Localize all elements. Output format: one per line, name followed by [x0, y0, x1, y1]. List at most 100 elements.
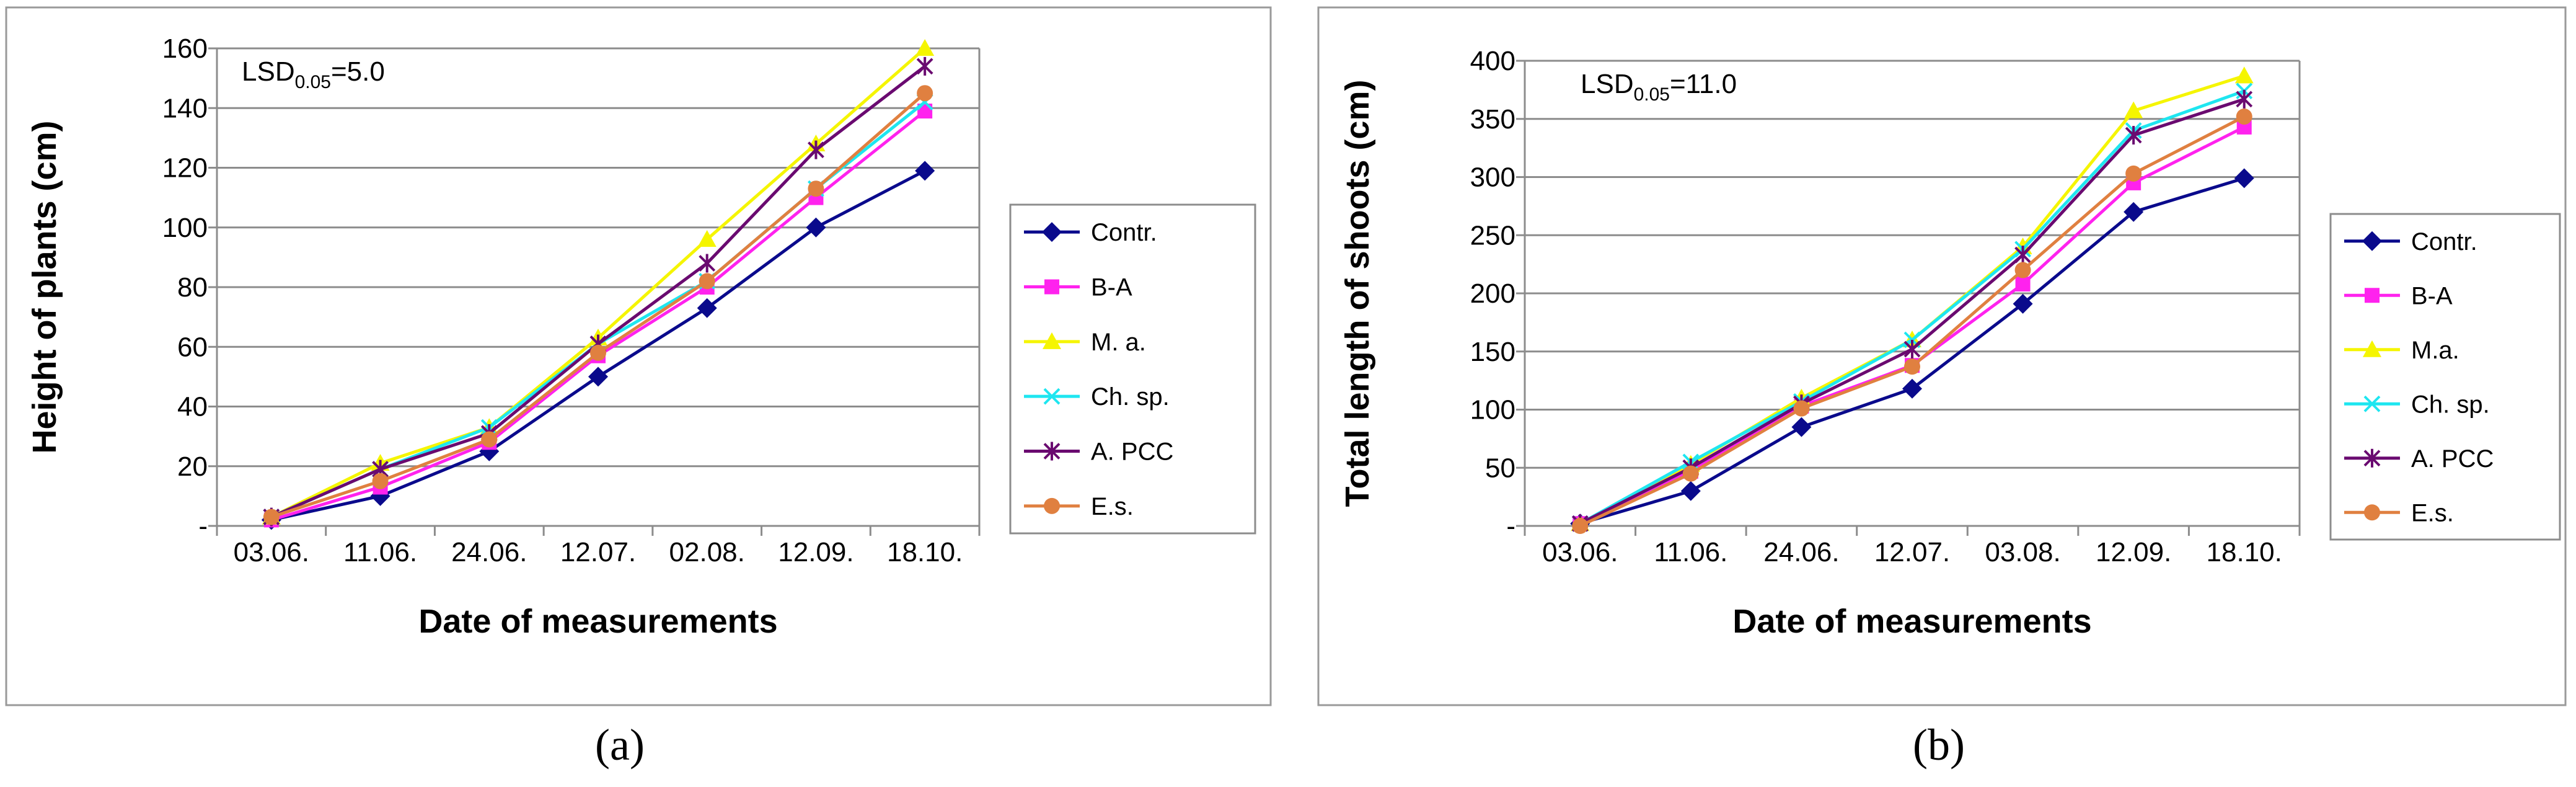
- panel-b-data-point-a-pcc: [2014, 246, 2031, 265]
- panel-b-x-axis-title: Date of measurements: [1732, 603, 2091, 640]
- panel-a-y-tick-label: 60: [177, 332, 208, 362]
- panel-a-data-point-a-pcc: [916, 56, 933, 76]
- panel-a-y-tick-label: 120: [162, 153, 208, 184]
- panel-b-legend-label-m-a: M.a.: [2411, 337, 2459, 364]
- panel-b-lsd-subscript: 0.05: [1634, 84, 1670, 105]
- panel-a-legend-label-a-pcc: A. PCC: [1091, 438, 1173, 466]
- panel-a-legend-label-e-s: E.s.: [1091, 493, 1134, 520]
- panel-b-lsd-value: =11.0: [1670, 69, 1737, 99]
- chart-panel-a: - 20 40 60 80 100 120 140 160 03.06. 11.06. 24.06. 1…: [26, 33, 1256, 640]
- panel-a-data-point-m-a: [915, 39, 935, 56]
- panel-a-x-tick-label: 03.06.: [234, 537, 309, 567]
- panel-a-data-point-e-s: [263, 509, 280, 525]
- panel-a-lsd-value: =5.0: [331, 56, 385, 87]
- panel-b-data-point-m-a: [2234, 66, 2254, 84]
- panel-b-x-tick-label: 03.06.: [1542, 537, 1618, 567]
- panel-b-data-point-contr: [1902, 378, 1922, 399]
- panel-a-legend-marker-m-a: [1043, 332, 1061, 349]
- panel-b-data-point-e-s: [2125, 165, 2142, 182]
- panel-b-series-e-s: [1572, 109, 2252, 534]
- panel-a-y-tick-label: 160: [162, 33, 208, 64]
- panel-b-legend-label-ch-sp: Ch. sp.: [2411, 391, 2490, 418]
- panel-b-x-tick-label: 12.07.: [1874, 537, 1950, 567]
- panel-b-legend-marker-e-s: [2364, 504, 2380, 521]
- panel-a-x-tick-label: 02.08.: [669, 537, 745, 567]
- panel-a-legend-label-contr: Contr.: [1091, 219, 1157, 246]
- panel-a-legend-marker-e-s: [1044, 497, 1060, 514]
- panel-a-legend-marker-contr: [1042, 222, 1062, 242]
- panel-b-data-point-e-s: [1682, 465, 1699, 482]
- panel-b-y-tick-label: 250: [1470, 220, 1515, 251]
- panel-a-y-tick-label: 100: [162, 213, 208, 243]
- panel-b-caption: (b): [1913, 720, 1965, 770]
- panel-b-data-point-e-s: [2014, 262, 2031, 278]
- panel-b-x-tick-label: 03.08.: [1985, 537, 2060, 567]
- panel-a-x-tick-label: 24.06.: [451, 537, 527, 567]
- panel-b-x-tick-label: 11.06.: [1654, 537, 1727, 567]
- panel-a-lsd-annotation: LSD0.05=5.0: [242, 56, 385, 92]
- panel-a-x-tick-label: 12.09.: [778, 537, 854, 567]
- panel-a-legend-label-ch-sp: Ch. sp.: [1091, 383, 1170, 411]
- panel-a-x-axis-title: Date of measurements: [418, 603, 777, 640]
- panel-a-caption: (a): [595, 720, 645, 770]
- panel-b-legend-label-a-pcc: A. PCC: [2411, 445, 2494, 473]
- panel-b-data-point-a-pcc: [2125, 126, 2142, 145]
- panel-a-data-point-m-a: [697, 230, 717, 247]
- panel-b-y-tick-label: 50: [1485, 453, 1515, 483]
- panel-a-series-e-s: [263, 85, 933, 525]
- panel-a-legend-box: [1009, 203, 1256, 535]
- panel-a-lsd-prefix: LSD: [242, 56, 295, 87]
- panel-b-y-tick-label: 100: [1470, 395, 1515, 425]
- panel-a-lsd-subscript: 0.05: [295, 72, 331, 92]
- panel-b-data-point-b-a: [2015, 277, 2031, 291]
- panel-b-data-point-e-s: [1793, 400, 1810, 417]
- panel-b-legend-marker-contr: [2362, 231, 2382, 251]
- panel-b-data-point-contr: [2013, 293, 2033, 314]
- panel-a-legend-marker-a-pcc: [1043, 442, 1061, 461]
- panel-a-y-tick-label: 80: [177, 272, 208, 303]
- panel-b-data-point-contr: [2124, 202, 2144, 222]
- panel-b-y-tick-label: 150: [1470, 337, 1515, 367]
- panel-b-y-tick-label: 300: [1470, 162, 1515, 193]
- panel-a-legend-marker-ch-sp: [1043, 388, 1061, 405]
- panel-a-data-point-a-pcc: [699, 254, 716, 273]
- panel-a-data-point-contr: [806, 217, 826, 238]
- panel-b-data-point-contr: [1680, 481, 1701, 501]
- panel-a-y-tick-label: -: [198, 511, 208, 541]
- panel-b-x-tick-label: 18.10.: [2207, 537, 2282, 567]
- panel-a-x-tick-label: 18.10.: [887, 537, 963, 567]
- panel-a-data-point-contr: [697, 298, 717, 318]
- panel-b-y-axis-title: Total length of shoots (cm): [1339, 80, 1376, 507]
- panel-a-data-point-e-s: [917, 85, 933, 102]
- panel-a-legend-marker-b-a: [1044, 279, 1059, 295]
- panel-a-x-tick-label: 11.06.: [343, 537, 417, 567]
- panel-b-y-tick-label: -: [1506, 511, 1515, 541]
- panel-a-data-point-e-s: [481, 431, 498, 448]
- panel-b-y-tick-label: 350: [1470, 104, 1515, 135]
- panel-b-data-point-a-pcc: [2236, 89, 2253, 109]
- panel-b-legend-box: [2329, 213, 2561, 541]
- panel-b-data-point-contr: [2234, 168, 2254, 189]
- panel-a-legend-label-b-a: B-A: [1091, 274, 1132, 301]
- panel-a-x-tick-label: 12.07.: [560, 537, 636, 567]
- panel-a-y-tick-label: 140: [162, 93, 208, 123]
- panel-a-y-tick-label: 40: [177, 392, 208, 422]
- panel-b-data-point-a-pcc: [1903, 340, 1921, 358]
- panel-b-legend-marker-m-a: [2363, 340, 2381, 357]
- panel-a-data-point-e-s: [590, 344, 606, 361]
- panel-b-legend-marker-ch-sp: [2363, 395, 2381, 412]
- panel-b-y-tick-label: 200: [1470, 278, 1515, 309]
- panel-b-data-point-e-s: [1572, 518, 1589, 534]
- panel-b-legend-marker-a-pcc: [2363, 448, 2381, 468]
- panel-b-lsd-annotation: LSD0.05=11.0: [1581, 69, 1737, 105]
- panel-b-y-tick-label: 400: [1470, 46, 1515, 76]
- panel-a-y-axis-title: Height of plants (cm): [26, 121, 63, 454]
- panel-a-data-point-e-s: [699, 273, 715, 290]
- panel-a-y-tick-label: 20: [177, 451, 208, 482]
- panel-b-legend-label-contr: Contr.: [2411, 228, 2477, 256]
- panel-b-data-point-contr: [1791, 417, 1812, 437]
- panel-b-x-tick-label: 12.09.: [2096, 537, 2171, 567]
- panel-b-x-tick-label: 24.06.: [1763, 537, 1839, 567]
- chart-panel-b: - 50 100 150 200 250 300 350 400 03.06. 11.06. 24.0…: [1339, 46, 2561, 640]
